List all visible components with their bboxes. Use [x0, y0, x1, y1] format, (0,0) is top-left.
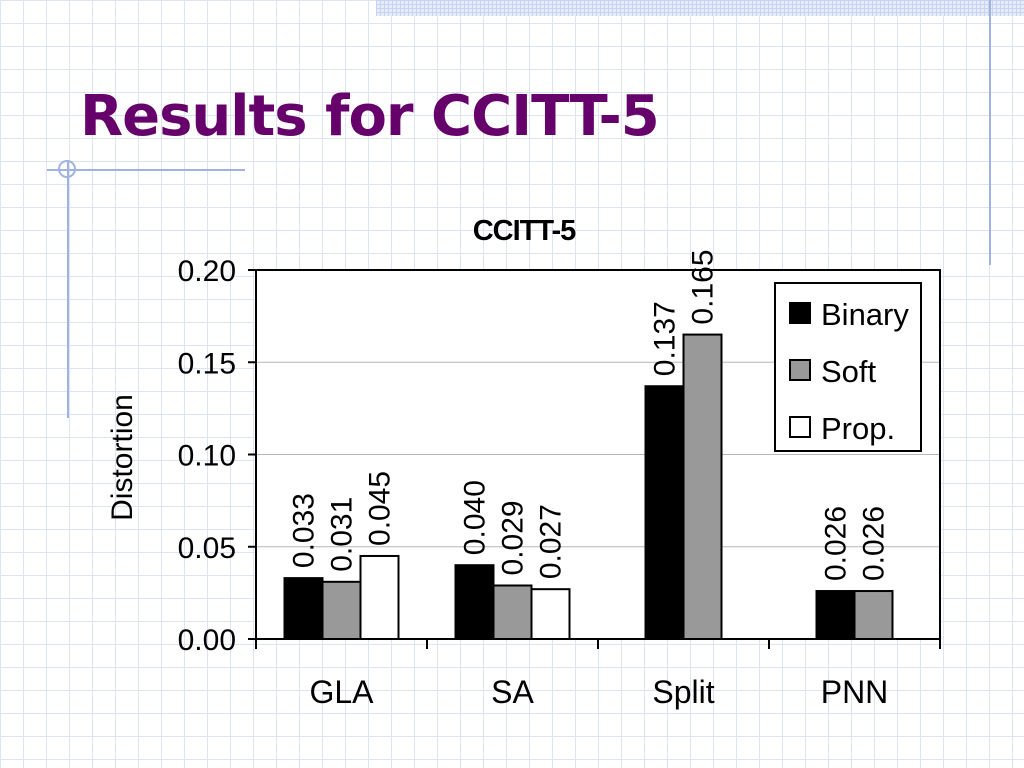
- bar-soft-split: [682, 333, 723, 640]
- x-category-label: PNN: [821, 674, 889, 710]
- bar-prop-gla: [359, 554, 400, 640]
- x-category-label: GLA: [309, 674, 374, 710]
- bar-binary-split: [644, 385, 685, 640]
- bar-soft-sa: [492, 584, 533, 640]
- chart-title: CCITT-5: [473, 215, 576, 247]
- bar-prop-sa: [530, 588, 571, 640]
- legend-label: Prop.: [821, 411, 895, 446]
- top-decor-band: [376, 0, 1024, 16]
- y-tick-label: 0.10: [178, 440, 236, 473]
- y-axis-label: Distortion: [106, 394, 139, 521]
- bar-value-label: 0.026: [820, 506, 853, 581]
- bar-value-label: 0.027: [535, 504, 568, 579]
- slide-title: Results for CCITT-5: [80, 84, 660, 149]
- bar-value-label: 0.045: [364, 471, 397, 546]
- y-tick-label: 0.15: [178, 347, 236, 380]
- legend-swatch-prop: [789, 416, 811, 438]
- bar-binary-sa: [454, 564, 495, 641]
- legend-swatch-soft: [789, 359, 811, 381]
- y-tick-label: 0.20: [178, 255, 236, 288]
- legend-swatch-binary: [789, 302, 811, 324]
- x-category-label: Split: [652, 674, 714, 710]
- bar-soft-gla: [321, 580, 362, 640]
- left-decor-rule: [67, 160, 69, 418]
- decor-ring: [58, 160, 76, 178]
- bar-soft-pnn: [853, 590, 894, 641]
- bar-binary-pnn: [815, 590, 856, 641]
- title-underline-rule: [47, 169, 245, 171]
- y-tick-label: 0.05: [178, 532, 236, 565]
- legend-label: Binary: [821, 297, 909, 332]
- y-tick-label: 0.00: [178, 624, 236, 657]
- x-category-label: SA: [491, 674, 534, 710]
- legend-label: Soft: [821, 354, 877, 389]
- bar-value-label: 0.026: [858, 506, 891, 581]
- bar-value-label: 0.137: [649, 301, 682, 376]
- right-decor-rule: [989, 0, 991, 265]
- bar-value-label: 0.031: [326, 497, 359, 572]
- bar-value-label: 0.033: [288, 493, 321, 568]
- bar-value-label: 0.040: [459, 480, 492, 555]
- bar-value-label: 0.165: [687, 249, 720, 324]
- bar-binary-gla: [283, 577, 324, 640]
- bar-value-label: 0.029: [497, 500, 530, 575]
